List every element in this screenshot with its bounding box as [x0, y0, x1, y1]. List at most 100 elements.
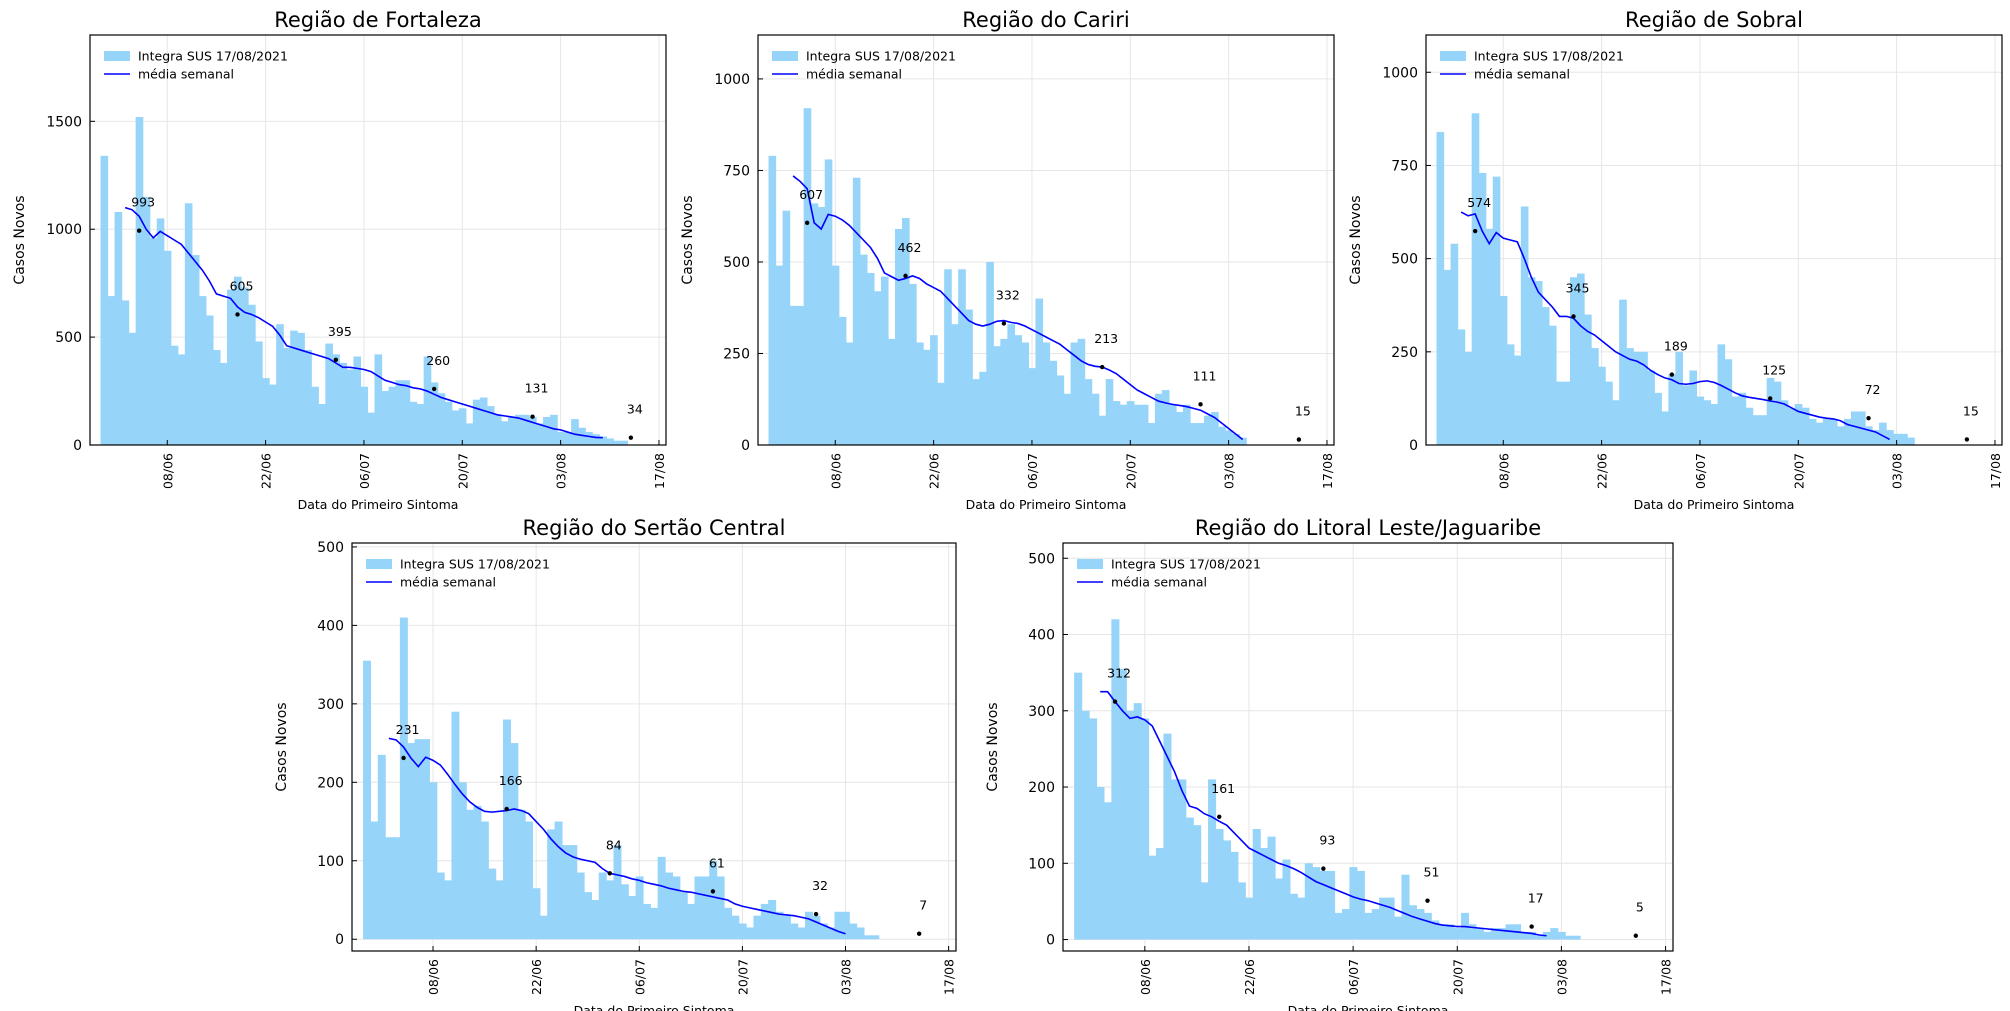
bar	[797, 927, 806, 940]
bar	[184, 203, 193, 445]
bar	[399, 617, 408, 940]
x-tick-label: 08/06	[1496, 453, 1511, 489]
bar	[873, 291, 882, 445]
bar	[805, 911, 813, 940]
bar	[1668, 374, 1676, 445]
bar	[156, 218, 165, 445]
bar	[1550, 928, 1559, 940]
bar	[598, 872, 607, 940]
value-label: 93	[1319, 833, 1335, 848]
bar	[1028, 368, 1037, 445]
x-tick-label: 20/07	[1450, 959, 1465, 995]
bar	[859, 254, 868, 445]
bar	[576, 872, 585, 940]
bar	[430, 382, 439, 445]
plot-content	[100, 117, 628, 445]
bar	[1386, 897, 1395, 940]
chart-panel-4: 231 166 84 61 32 7 0 100 200 300 400 500 08/06 22/06 0…	[274, 516, 957, 1011]
x-tick-label: 03/08	[554, 453, 569, 489]
bar	[1703, 400, 1712, 445]
bar	[803, 108, 812, 445]
bar	[723, 907, 732, 940]
bar	[339, 363, 347, 445]
bar	[1815, 422, 1824, 445]
bar	[290, 330, 298, 445]
bar	[694, 876, 703, 940]
bar	[1591, 348, 1599, 445]
x-tick-label: 22/06	[1242, 959, 1257, 995]
bar	[1364, 912, 1373, 940]
bar	[923, 349, 931, 445]
bar	[1089, 718, 1098, 940]
bar	[834, 911, 843, 940]
marker-point	[235, 312, 240, 317]
bar	[1766, 377, 1775, 445]
legend-line-label: média semanal	[1474, 67, 1570, 82]
legend: Integra SUS 17/08/2021 média semanal	[1077, 557, 1261, 590]
legend: Integra SUS 17/08/2021 média semanal	[366, 557, 550, 590]
bar	[1334, 912, 1343, 940]
bar	[1738, 392, 1747, 445]
bar	[571, 419, 579, 445]
chart-title: Região do Litoral Leste/Jaguaribe	[1195, 516, 1541, 540]
bar	[731, 915, 740, 940]
bar	[1349, 867, 1358, 940]
bar	[276, 324, 284, 445]
bar	[1555, 381, 1564, 445]
bar	[1163, 733, 1172, 940]
bar	[1211, 412, 1219, 445]
bar	[473, 805, 482, 940]
y-tick-label: 500	[723, 255, 750, 271]
value-label: 111	[1193, 368, 1217, 383]
x-tick-label: 20/07	[455, 453, 470, 489]
legend-bar-swatch	[1440, 51, 1466, 61]
bar	[817, 207, 826, 445]
y-tick-label: 100	[1028, 856, 1055, 872]
bar	[564, 432, 572, 445]
bar	[353, 356, 362, 445]
plot-content	[1074, 619, 1581, 940]
bar	[880, 276, 889, 445]
bar	[1457, 329, 1466, 445]
bar	[495, 880, 504, 940]
x-tick-label: 17/08	[1320, 453, 1335, 489]
bar	[1745, 407, 1754, 445]
marker-point	[628, 435, 634, 440]
bar	[958, 269, 966, 445]
value-label: 51	[1424, 865, 1440, 880]
bar	[1542, 931, 1551, 940]
bar	[1401, 874, 1410, 940]
y-tick-label: 1000	[714, 72, 750, 88]
bar	[1098, 415, 1107, 445]
marker-point	[431, 386, 437, 392]
marker-point	[1001, 321, 1007, 326]
bar	[1759, 415, 1768, 445]
bar	[1535, 935, 1544, 940]
bar	[437, 393, 446, 445]
marker-point	[1964, 437, 1970, 442]
value-label: 260	[426, 353, 450, 368]
bar	[421, 739, 430, 940]
bar	[657, 856, 666, 940]
bar	[1446, 924, 1455, 940]
bar	[1682, 385, 1691, 445]
bar	[819, 923, 828, 940]
bar	[1562, 381, 1571, 445]
bar	[569, 845, 578, 940]
bar	[831, 265, 840, 445]
bar	[1193, 825, 1202, 940]
bar	[1096, 787, 1105, 940]
bar	[395, 380, 404, 445]
marker-point	[530, 414, 535, 419]
marker-point	[1217, 814, 1222, 819]
bar	[642, 903, 651, 940]
axes-frame	[757, 34, 1335, 446]
bar	[1541, 307, 1550, 445]
bar	[613, 440, 621, 445]
bar	[510, 743, 519, 940]
bar	[1717, 344, 1726, 445]
bar	[1879, 422, 1887, 445]
bar	[241, 287, 249, 445]
bar	[1289, 893, 1298, 940]
bar	[1341, 909, 1351, 940]
